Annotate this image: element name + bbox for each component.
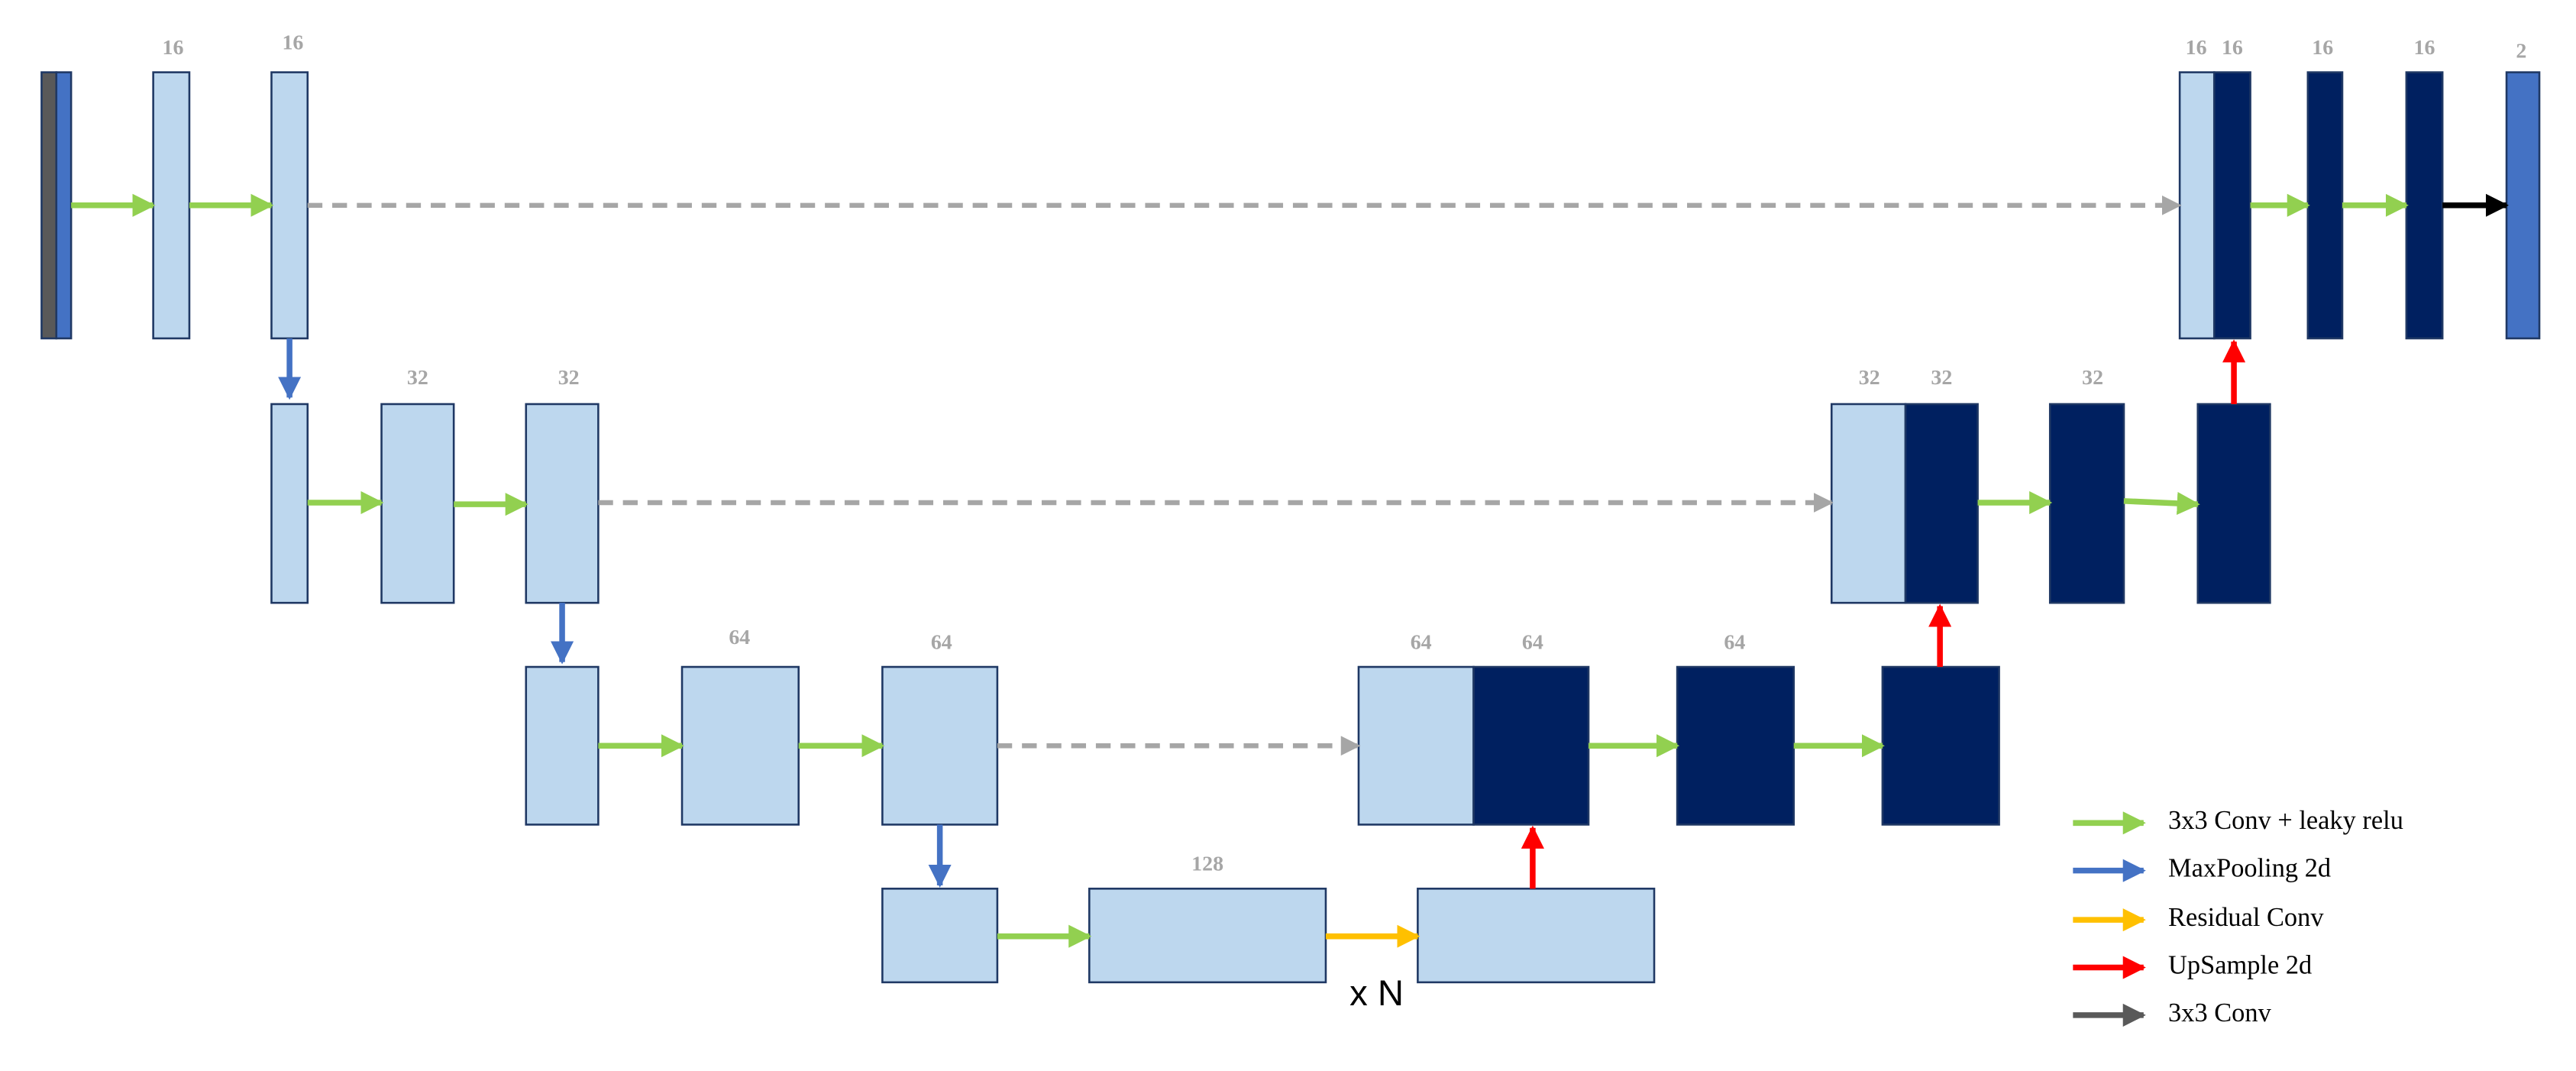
block: [525, 403, 600, 604]
block: [270, 403, 309, 604]
block-label: 128: [1191, 853, 1223, 876]
block: [881, 665, 999, 826]
block-label: 32: [1859, 366, 1880, 390]
block: [152, 71, 191, 340]
block: [270, 71, 309, 340]
legend-label: MaxPooling 2d: [2168, 854, 2331, 883]
block-label: 64: [1522, 630, 1543, 654]
block-label: 16: [282, 31, 303, 55]
block: [2405, 71, 2444, 340]
block-label: 16: [2414, 36, 2435, 60]
legend-label: 3x3 Conv + leaky relu: [2168, 806, 2403, 835]
block-label: 16: [2186, 36, 2207, 60]
repeat-label: x N: [1349, 973, 1404, 1014]
block: [881, 888, 999, 984]
block: [1357, 665, 1475, 826]
block-label: 32: [1931, 366, 1952, 390]
block-label: 2: [2516, 39, 2526, 63]
block: [2178, 71, 2216, 340]
block-label: 16: [162, 36, 183, 60]
block-label: 32: [407, 366, 428, 390]
block: [55, 71, 73, 340]
block: [2505, 71, 2541, 340]
block-label: 64: [931, 630, 952, 654]
block: [2196, 403, 2271, 604]
block-label: 32: [2082, 366, 2103, 390]
arrow: [2123, 491, 2200, 515]
block: [40, 71, 58, 340]
legend-label: UpSample 2d: [2168, 950, 2312, 979]
block: [1676, 665, 1795, 826]
block: [1830, 403, 1907, 604]
block-label: 64: [729, 626, 750, 649]
block: [525, 665, 600, 826]
block: [380, 403, 455, 604]
block: [1088, 888, 1327, 984]
block-label: 32: [558, 366, 580, 390]
block-label: 16: [2312, 36, 2333, 60]
block: [2306, 71, 2344, 340]
block: [680, 665, 800, 826]
block-label: 16: [2222, 36, 2243, 60]
block: [1904, 403, 1979, 604]
block: [2212, 71, 2251, 340]
block: [1881, 665, 2000, 826]
legend-label: 3x3 Conv: [2168, 998, 2272, 1027]
block-label: 64: [1411, 630, 1432, 654]
block-label: 64: [1724, 630, 1745, 654]
block: [1417, 888, 1656, 984]
block: [2048, 403, 2125, 604]
block: [1472, 665, 1590, 826]
legend-label: Residual Conv: [2168, 903, 2324, 932]
